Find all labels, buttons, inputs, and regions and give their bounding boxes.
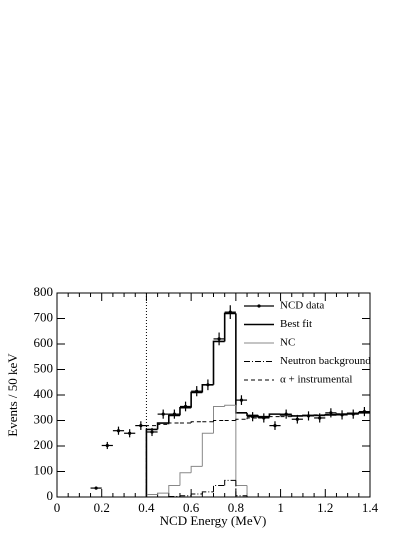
data-point (195, 389, 199, 393)
legend-label: Best fit (280, 318, 312, 330)
legend-label: Neutron background (280, 355, 371, 367)
histogram-step (313, 414, 326, 416)
x-tick-label: 0 (54, 500, 61, 515)
histogram-step (190, 493, 203, 496)
data-point (172, 412, 176, 416)
legend-label: α + instrumental (280, 374, 352, 386)
data-point (217, 337, 221, 341)
data-point (318, 416, 322, 420)
histogram-step (179, 472, 192, 486)
data-point (128, 431, 132, 435)
plot-frame (56, 292, 371, 498)
histogram-step (167, 414, 180, 424)
y-tick-label: 200 (34, 437, 54, 452)
data-point (351, 412, 355, 416)
y-tick-label: 100 (34, 462, 54, 477)
histogram-step (156, 422, 169, 430)
data-point (284, 412, 288, 416)
histogram-step (213, 485, 225, 492)
x-tick-label: 0.8 (228, 500, 244, 515)
x-tick-label: 0.4 (138, 500, 155, 515)
histogram-step (268, 413, 281, 417)
histogram-step (190, 421, 203, 424)
histogram-step (157, 492, 169, 495)
data-point (206, 383, 210, 387)
data-point (329, 411, 333, 415)
x-tick-label: 1.4 (362, 500, 379, 515)
x-axis-label: NCD Energy (MeV) (160, 513, 267, 528)
histogram-step (168, 485, 180, 494)
histogram-step (223, 312, 236, 342)
legend-sample (257, 304, 261, 308)
histogram-step (145, 425, 158, 497)
histogram-step (224, 404, 236, 407)
histogram-step (213, 405, 225, 434)
histogram-step (157, 423, 169, 426)
data-point (161, 412, 165, 416)
histogram-step (291, 415, 303, 417)
histogram-step (224, 479, 236, 486)
y-tick-label: 800 (34, 284, 54, 299)
histogram-step (324, 413, 337, 415)
data-point (150, 430, 154, 434)
data-point (340, 413, 344, 417)
x-tick-label: 1.2 (317, 500, 333, 515)
histogram-step (279, 414, 292, 416)
legend-label: NCD data (280, 300, 324, 312)
histogram-step (213, 420, 225, 422)
histogram-step (190, 465, 203, 473)
histogram-step (201, 491, 214, 494)
data-point (116, 429, 121, 433)
histogram-step (190, 391, 203, 408)
histogram-step (235, 405, 248, 487)
data-point (251, 415, 255, 419)
histogram-step (246, 485, 259, 498)
data-point (306, 414, 311, 418)
histogram-step (246, 417, 259, 420)
histogram-step (201, 432, 214, 467)
data-point (139, 424, 143, 428)
histogram-step (179, 495, 192, 497)
histogram-step (145, 428, 158, 497)
data-point (262, 416, 266, 420)
histogram-step (335, 413, 348, 415)
data-point (105, 443, 109, 448)
y-axis-label: Events / 50 keV (5, 353, 20, 437)
x-tick-label: 0.2 (94, 500, 110, 515)
data-point (295, 417, 299, 421)
histogram-step (358, 412, 370, 414)
data-point (239, 398, 244, 402)
data-point (228, 310, 232, 314)
x-tick-label: 1 (277, 500, 284, 515)
y-tick-label: 300 (34, 411, 54, 426)
x-tick-label: 0.6 (183, 500, 200, 515)
data-point (94, 486, 98, 490)
data-point (362, 409, 367, 414)
histogram-step (246, 412, 259, 417)
histogram-step (212, 340, 225, 385)
histogram-step (235, 418, 248, 421)
histogram-step (168, 422, 180, 425)
y-tick-label: 700 (34, 309, 54, 324)
data-point (183, 404, 188, 409)
y-tick-label: 600 (34, 335, 54, 350)
y-tick-label: 500 (34, 360, 54, 375)
histogram-step (235, 480, 248, 497)
histogram-step (179, 406, 192, 416)
y-tick-label: 0 (47, 488, 54, 503)
histogram-step (268, 416, 281, 418)
legend-label: NC (280, 337, 295, 349)
y-tick-label: 400 (34, 386, 54, 401)
data-point (273, 424, 277, 428)
